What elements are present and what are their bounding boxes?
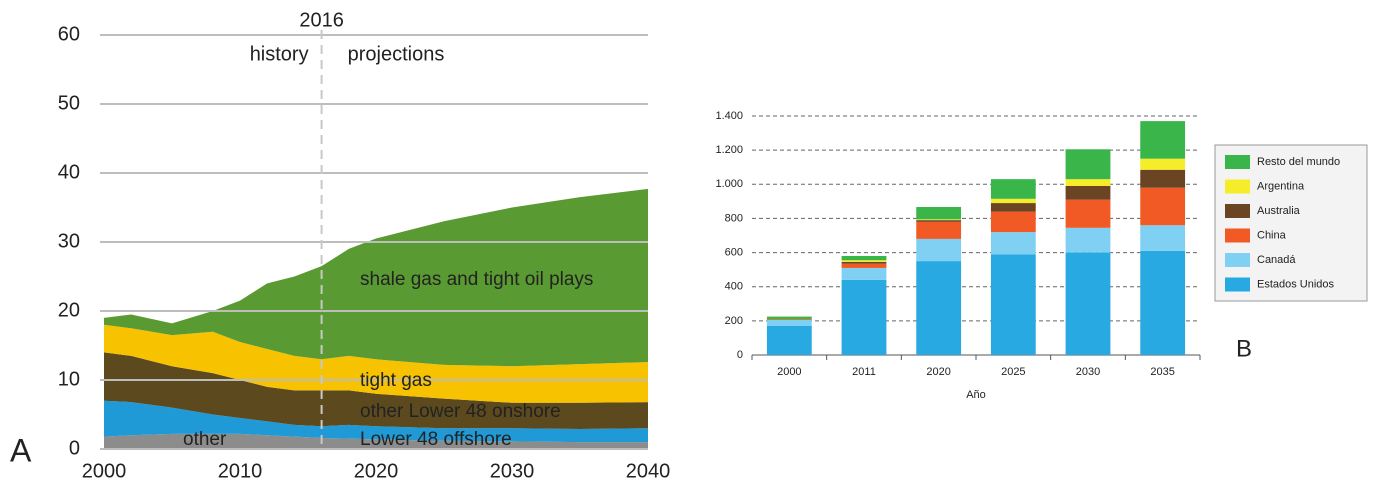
area-label: shale gas and tight oil plays	[360, 269, 593, 290]
bar-segment	[766, 319, 812, 321]
bar-segment	[1065, 252, 1111, 355]
y-tick-label: 60	[58, 23, 80, 45]
bar-segment	[1140, 250, 1186, 355]
bar-segment	[916, 221, 962, 239]
bar-segment	[990, 232, 1036, 255]
y-tick-label: 800	[725, 212, 743, 224]
y-tick-label: 0	[69, 437, 80, 459]
y-tick-label: 40	[58, 161, 80, 183]
legend	[1214, 144, 1368, 302]
bar-segment	[1140, 158, 1186, 170]
bar-segment	[841, 261, 887, 264]
bar-segment	[916, 261, 962, 355]
bar-segment	[990, 211, 1036, 233]
legend-swatch	[1225, 228, 1250, 243]
bar-segment	[1065, 149, 1111, 180]
legend-label: Argentina	[1257, 180, 1305, 192]
reference-label: 2016	[299, 9, 344, 31]
y-tick-label: 200	[725, 315, 743, 327]
legend-label: China	[1257, 229, 1287, 241]
annotation: projections	[348, 43, 445, 65]
area-label: tight gas	[360, 370, 432, 391]
x-tick-label: 2011	[852, 366, 876, 378]
y-tick-label: 1.200	[715, 144, 743, 156]
legend-swatch	[1225, 204, 1250, 218]
y-tick-label: 1.000	[715, 178, 743, 190]
area	[104, 352, 648, 429]
panel-label: B	[1236, 335, 1252, 362]
bar-segment	[1140, 169, 1186, 188]
area-label: Lower 48 offshore	[360, 429, 512, 450]
area	[104, 433, 648, 449]
x-tick-label: 2020	[926, 366, 950, 378]
area	[104, 324, 648, 403]
x-tick-label: 2030	[1076, 366, 1100, 378]
legend-label: Canadá	[1257, 254, 1296, 266]
bar-segment	[1065, 185, 1111, 200]
bar-segment	[841, 263, 887, 268]
y-tick-label: 1.400	[715, 110, 743, 122]
x-tick-label: 2030	[490, 460, 535, 482]
annotation: history	[250, 43, 309, 65]
bar-segment	[1140, 187, 1186, 226]
bar-segment	[990, 203, 1036, 212]
bar-segment	[1140, 225, 1186, 251]
legend-label: Australia	[1257, 205, 1301, 217]
bar-segment	[766, 325, 812, 355]
bar-segment	[1065, 199, 1111, 228]
x-tick-label: 2025	[1001, 366, 1025, 378]
x-tick-label: 2000	[777, 366, 801, 378]
bar-segment	[1065, 227, 1111, 253]
x-tick-label: 2000	[82, 460, 127, 482]
bar-segment	[766, 320, 812, 326]
y-tick-label: 400	[725, 281, 743, 293]
legend-label: Resto del mundo	[1257, 156, 1340, 168]
x-tick-label: 2035	[1150, 366, 1174, 378]
legend-swatch	[1225, 179, 1250, 194]
x-tick-label: 2020	[354, 460, 399, 482]
area	[104, 400, 648, 443]
x-axis-label: Año	[966, 389, 986, 401]
legend-swatch	[1225, 253, 1250, 267]
bar-segment	[1140, 121, 1186, 159]
bar-segment	[841, 260, 887, 262]
bar-segment	[766, 316, 812, 320]
bar-segment	[1065, 179, 1111, 186]
y-tick-label: 0	[737, 349, 743, 361]
bar-segment	[916, 206, 962, 220]
panel-label: A	[10, 432, 32, 468]
y-tick-label: 10	[58, 368, 80, 390]
bar-segment	[990, 198, 1036, 204]
bar-segment	[916, 219, 962, 221]
area-label: other	[183, 429, 227, 450]
x-tick-label: 2040	[626, 460, 671, 482]
bar-segment	[841, 255, 887, 261]
y-tick-label: 600	[725, 246, 743, 258]
y-tick-label: 30	[58, 230, 80, 252]
y-tick-label: 20	[58, 299, 80, 321]
bar-segment	[990, 254, 1036, 355]
bar-segment	[916, 220, 962, 222]
x-tick-label: 2010	[218, 460, 263, 482]
y-tick-label: 50	[58, 92, 80, 114]
area-label: other Lower 48 onshore	[360, 401, 561, 422]
area	[104, 188, 648, 367]
bar-segment	[841, 279, 887, 355]
bar-segment	[990, 179, 1036, 199]
bar-segment	[841, 267, 887, 280]
legend-label: Estados Unidos	[1257, 278, 1335, 290]
legend-swatch	[1225, 277, 1250, 292]
bar-segment	[916, 238, 962, 262]
legend-swatch	[1225, 155, 1250, 169]
